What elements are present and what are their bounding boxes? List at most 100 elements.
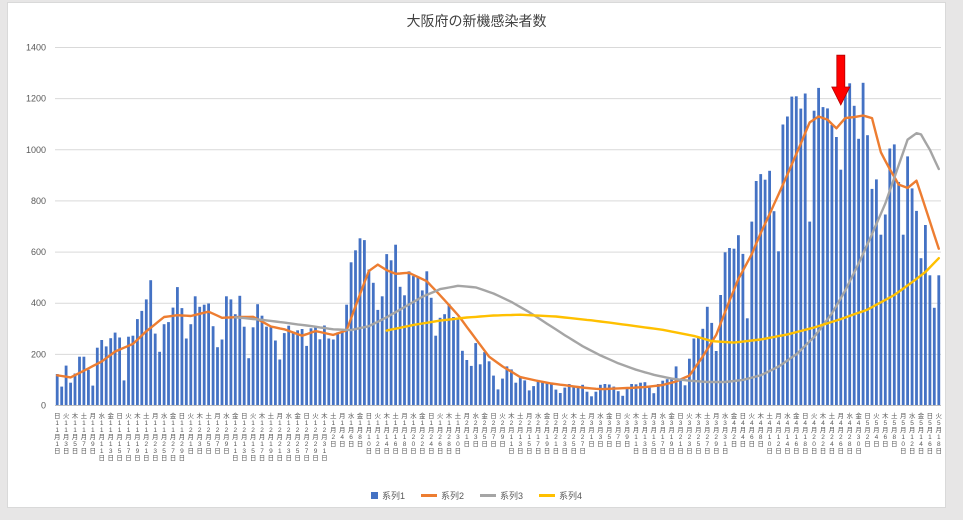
chart-frame[interactable] [7, 2, 946, 508]
legend-line-marker-icon [480, 494, 496, 497]
line-series-2[interactable] [56, 114, 940, 391]
legend-item-series-2[interactable]: 系列2 [420, 489, 464, 502]
legend-item-series-3[interactable]: 系列3 [480, 489, 523, 502]
svg-text:1200: 1200 [26, 94, 46, 104]
svg-text:400: 400 [31, 298, 46, 308]
legend-label: 系列3 [500, 491, 524, 501]
legend-item-series-1[interactable]: 系列1 [370, 489, 405, 502]
red-arrow-annotation[interactable] [831, 54, 851, 106]
bar-series-1[interactable] [55, 82, 941, 406]
x-axis-tick-labels: 日 1 1 月 1 日火 1 1 月 3 日木 1 1 月 5 日土 1 1 月 7 日月 1 1 月 9 日水 1 1 月 1 1 日金 1 1… [54, 411, 943, 462]
svg-text:1400: 1400 [26, 43, 46, 53]
legend-line-marker-icon [420, 494, 437, 497]
legend-item-series-4[interactable]: 系列4 [539, 489, 582, 502]
line-series-3[interactable] [234, 132, 940, 384]
legend-bar-marker-icon [370, 492, 378, 499]
y-axis-labels: 0 200 400 600 800 1000 1200 1400 [26, 43, 46, 411]
legend-label: 系列4 [559, 491, 583, 501]
line-series-4[interactable] [385, 257, 940, 344]
